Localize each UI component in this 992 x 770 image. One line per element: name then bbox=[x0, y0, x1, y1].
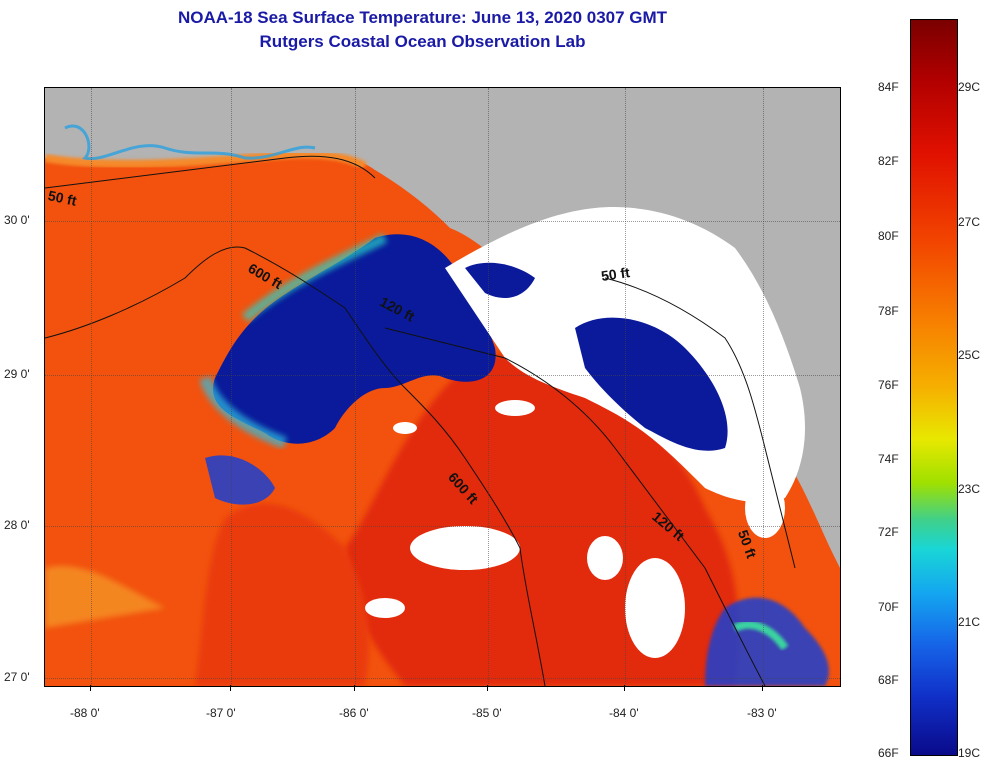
colorbar-fahrenheit-label: 68F bbox=[878, 673, 899, 687]
grid-line-lon bbox=[355, 88, 356, 686]
sst-map-image bbox=[45, 88, 840, 686]
grid-line-lon bbox=[91, 88, 92, 686]
longitude-label: -83 0' bbox=[747, 706, 777, 720]
longitude-label: -86 0' bbox=[339, 706, 369, 720]
colorbar-celsius-label: 29C bbox=[958, 80, 981, 94]
contour-50ft-west bbox=[45, 155, 376, 189]
florida-land bbox=[365, 88, 840, 568]
title-line-2: Rutgers Coastal Ocean Observation Lab bbox=[259, 32, 586, 51]
colorbar-fahrenheit-label: 70F bbox=[878, 600, 899, 614]
longitude-label: -88 0' bbox=[70, 706, 100, 720]
sst-map[interactable]: 50 ft 600 ft 120 ft 600 ft 50 ft 120 ft … bbox=[44, 87, 841, 687]
longitude-label: -87 0' bbox=[206, 706, 236, 720]
temperature-colorbar bbox=[910, 19, 958, 756]
colorbar-celsius-label: 23C bbox=[958, 482, 981, 496]
colorbar-fahrenheit-label: 74F bbox=[878, 452, 899, 466]
colorbar-fahrenheit-label: 72F bbox=[878, 525, 899, 539]
grid-line-lat bbox=[45, 221, 840, 222]
grid-line-lon bbox=[488, 88, 489, 686]
colorbar-fahrenheit-label: 78F bbox=[878, 304, 899, 318]
colorbar-celsius-label: 25C bbox=[958, 348, 981, 362]
cold-water-patch bbox=[213, 234, 496, 444]
longitude-label: -84 0' bbox=[609, 706, 639, 720]
grid-line-lat bbox=[45, 526, 840, 527]
grid-line-lat bbox=[45, 375, 840, 376]
latitude-label: 27 0' bbox=[4, 670, 30, 684]
latitude-label: 28 0' bbox=[4, 518, 30, 532]
contour-50ft-east bbox=[604, 277, 796, 569]
contour-600ft bbox=[45, 246, 546, 686]
colorbar-fahrenheit-label: 76F bbox=[878, 378, 899, 392]
colorbar-fahrenheit-label: 82F bbox=[878, 154, 899, 168]
colorbar-celsius-label: 21C bbox=[958, 615, 981, 629]
longitude-label: -85 0' bbox=[472, 706, 502, 720]
grid-line-lon bbox=[763, 88, 764, 686]
colorbar-fahrenheit-label: 66F bbox=[878, 746, 899, 760]
title-line-1: NOAA-18 Sea Surface Temperature: June 13… bbox=[177, 8, 668, 27]
grid-line-lat bbox=[45, 678, 840, 679]
latitude-label: 29 0' bbox=[4, 367, 30, 381]
grid-line-lon bbox=[231, 88, 232, 686]
colorbar-celsius-label: 27C bbox=[958, 215, 981, 229]
grid-line-lon bbox=[625, 88, 626, 686]
colorbar-fahrenheit-label: 84F bbox=[878, 80, 899, 94]
colorbar-fahrenheit-label: 80F bbox=[878, 229, 899, 243]
contour-120ft bbox=[384, 327, 766, 686]
latitude-label: 30 0' bbox=[4, 213, 30, 227]
colorbar-celsius-label: 19C bbox=[958, 746, 981, 760]
